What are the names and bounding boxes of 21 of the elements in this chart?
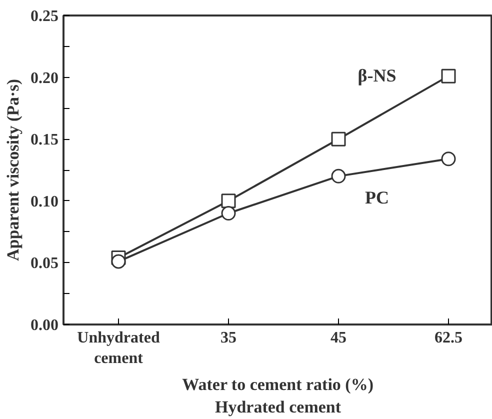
y-tick-label: 0.20: [30, 70, 58, 87]
y-tick-label: 0.25: [30, 8, 58, 25]
x-tick-label: 45: [330, 330, 346, 346]
y-tick-label: 0.15: [30, 132, 58, 149]
series-label: β-NS: [358, 66, 396, 86]
point: [331, 168, 346, 184]
point: [441, 152, 456, 166]
y-axis-title: Apparent viscosity (Pa·s): [4, 79, 22, 261]
point: [441, 68, 456, 84]
y-tick-label: 0.05: [30, 255, 58, 272]
y-tick-label: 0.10: [30, 193, 58, 210]
x-tick-label: Unhydrated cement: [77, 330, 160, 367]
x-tick-label: 35: [220, 330, 236, 346]
point: [221, 206, 236, 220]
point: [111, 254, 126, 269]
point: [331, 132, 346, 146]
x-tick-label: 62.5: [434, 330, 462, 346]
series-label: PC: [365, 188, 390, 208]
y-tick-label: 0.00: [30, 317, 58, 334]
point: [221, 194, 236, 208]
x-axis-title: Water to cement ratio (%) Hydrated cement: [182, 374, 374, 417]
